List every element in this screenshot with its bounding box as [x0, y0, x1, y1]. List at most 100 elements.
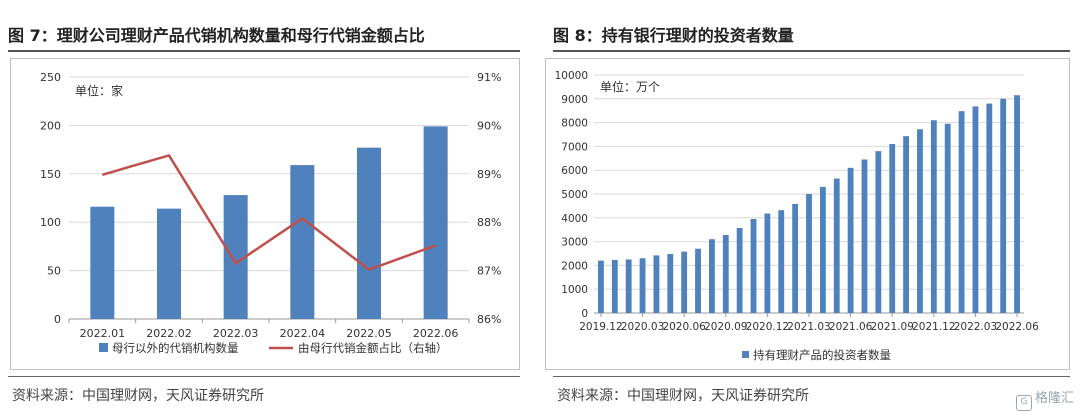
bar	[1000, 98, 1007, 313]
bar	[778, 210, 785, 313]
unit-note: 单位：万个	[600, 79, 660, 94]
x-tick-label: 2022.03	[954, 321, 997, 333]
bar	[736, 228, 743, 313]
y-left-tick-label: 50	[47, 265, 61, 278]
right-figure-panel: 图 8：持有银行理财的投资者数量 0 1000 2000 3000 4000 5000 60…	[545, 0, 1080, 417]
y-tick-label: 1000	[561, 284, 588, 296]
x-tick-label: 2022.06	[413, 327, 459, 340]
y-left-tick-label: 0	[54, 313, 61, 326]
legend-swatch-bar	[742, 351, 749, 358]
bar	[833, 178, 840, 313]
legend-label: 母行以外的代销机构数量	[112, 341, 239, 355]
x-tick-label: 2020.09	[704, 321, 747, 333]
bar	[972, 106, 979, 313]
y-left-tick-label: 200	[40, 119, 61, 132]
source-rule	[553, 376, 1070, 377]
bar	[611, 259, 618, 313]
x-tick-label: 2021.12	[912, 321, 955, 333]
bar	[157, 208, 181, 319]
bar	[847, 167, 854, 313]
bar	[819, 186, 826, 313]
bar	[958, 111, 965, 313]
x-tick-label: 2022.03	[213, 327, 259, 340]
figure-7-title: 图 7：理财公司理财产品代销机构数量和母行代销金额占比	[8, 26, 425, 45]
x-tick-label: 2022.04	[280, 327, 326, 340]
bar	[653, 255, 660, 313]
y-tick-label: 7000	[561, 141, 588, 153]
bar	[722, 234, 729, 313]
y-tick-label: 10000	[555, 70, 588, 82]
source-rule	[8, 376, 520, 377]
title-rule	[553, 50, 1070, 52]
legend-label: 由母行代销金额占比（右轴）	[298, 341, 448, 355]
y-left-tick-label: 150	[40, 168, 61, 181]
y-right-tick-label: 89%	[477, 168, 501, 181]
figure-8-title: 图 8：持有银行理财的投资者数量	[553, 26, 794, 45]
title-rule	[8, 50, 520, 52]
chart-8-frame: 0 1000 2000 3000 4000 5000 6000 7000 8000 9000 100…	[545, 58, 1070, 370]
x-tick-label: 2022.05	[346, 327, 392, 340]
bar	[1014, 95, 1020, 313]
x-tick-label: 2020.12	[746, 321, 789, 333]
x-tick-label: 2020.06	[662, 321, 706, 333]
y-right-tick-label: 90%	[477, 119, 501, 132]
y-right-tick-label: 86%	[477, 313, 501, 326]
series-line	[101, 154, 437, 271]
bar	[792, 203, 799, 313]
bar	[875, 151, 882, 313]
chart-7-frame: 0 50 100 150 200 250 86% 87% 88% 89% 90% 91% 单位：家 202…	[10, 58, 520, 370]
x-tick-label: 2022.06	[995, 321, 1039, 333]
figure-7-source: 资料来源：中国理财网，天风证券研究所	[12, 388, 264, 404]
bar	[764, 213, 771, 313]
y-right-tick-label: 91%	[477, 71, 501, 84]
y-tick-label: 4000	[561, 213, 588, 225]
y-tick-label: 9000	[561, 94, 588, 106]
x-tick-label: 2019.12	[579, 321, 622, 333]
legend-swatch-bar	[99, 343, 108, 352]
bar	[708, 239, 715, 313]
bar	[423, 126, 448, 319]
unit-note: 单位：家	[75, 83, 123, 98]
bar	[944, 123, 951, 313]
bar	[90, 206, 115, 319]
y-left-tick-label: 100	[40, 216, 61, 229]
bar	[750, 218, 757, 313]
x-tick-label: 2020.03	[621, 321, 664, 333]
y-tick-label: 0	[581, 308, 588, 320]
bar	[903, 136, 910, 313]
x-tick-label: 2021.03	[787, 321, 830, 333]
y-tick-label: 3000	[561, 237, 588, 249]
y-tick-label: 2000	[561, 260, 588, 272]
gelonghui-logo-icon: G	[1015, 395, 1032, 411]
bar	[889, 144, 896, 313]
bar	[290, 165, 315, 319]
x-tick-label: 2021.06	[829, 321, 873, 333]
bar	[639, 258, 646, 313]
watermark: G 格隆汇	[1015, 387, 1074, 411]
bar	[625, 259, 632, 313]
bar	[917, 129, 923, 313]
bar	[667, 253, 674, 313]
y-tick-label: 6000	[561, 165, 588, 177]
left-figure-panel: 图 7：理财公司理财产品代销机构数量和母行代销金额占比 0 50 100 150 200…	[0, 0, 530, 417]
y-left-tick-label: 250	[40, 71, 61, 84]
y-tick-label: 5000	[561, 189, 588, 201]
y-right-tick-label: 87%	[477, 265, 501, 278]
x-tick-label: 2021.09	[871, 321, 914, 333]
x-tick-label: 2022.01	[80, 327, 126, 340]
y-tick-label: 8000	[561, 118, 588, 130]
watermark-text: 格隆汇	[1034, 391, 1074, 406]
bar	[598, 260, 604, 313]
bar	[930, 120, 937, 313]
chart-8-svg: 0 1000 2000 3000 4000 5000 6000 7000 8000 9000 100…	[555, 70, 1039, 362]
bar	[681, 251, 688, 313]
y-right-tick-label: 88%	[477, 216, 501, 229]
chart-7-svg: 0 50 100 150 200 250 86% 87% 88% 89% 90% 91% 单位：家 202…	[40, 71, 501, 355]
bar	[861, 159, 868, 313]
bar	[695, 248, 701, 313]
figure-8-source: 资料来源：中国理财网，天风证券研究所	[557, 388, 809, 404]
x-tick-label: 2022.02	[146, 327, 192, 340]
bar	[806, 194, 812, 313]
legend-label: 持有理财产品的投资者数量	[753, 348, 891, 362]
bar	[986, 103, 993, 313]
